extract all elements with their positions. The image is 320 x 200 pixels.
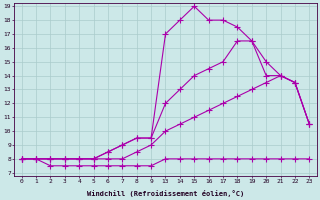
X-axis label: Windchill (Refroidissement éolien,°C): Windchill (Refroidissement éolien,°C)	[87, 190, 244, 197]
